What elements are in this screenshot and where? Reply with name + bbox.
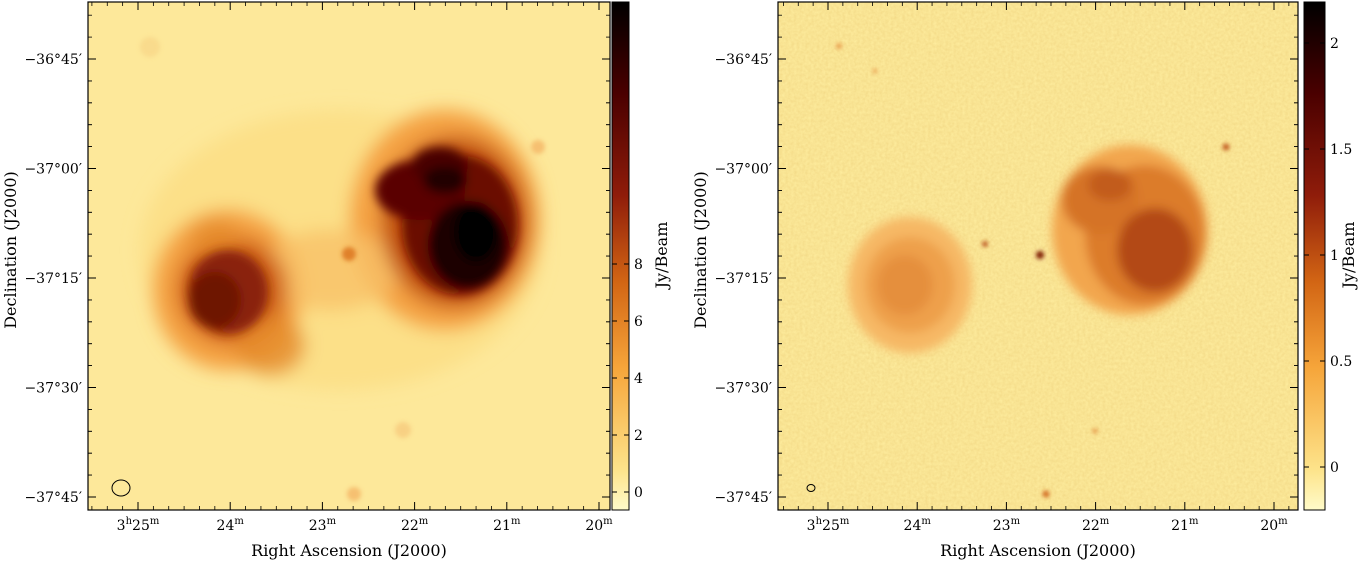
x-tick-label: 23m [309, 516, 337, 534]
x-tick-label: 3h25m [807, 516, 850, 534]
left-beam-ellipse [111, 479, 131, 497]
colorbar-tick-label: 8 [634, 257, 643, 273]
left-panel: 3h25m 24m 23m 22m 21m 20m −36°45′ −37°00′ −37°15… [1, 1, 671, 560]
right-emission-map [778, 2, 1298, 510]
colorbar-tick-label: 2 [634, 428, 643, 444]
x-tick-label: 22m [401, 516, 429, 534]
left-colorbar [611, 1, 630, 511]
x-tick-label: 20m [1260, 516, 1288, 534]
colorbar-tick-label: 1.5 [1330, 142, 1352, 158]
y-tick-label: −37°30′ [714, 381, 772, 397]
right-y-axis-label: Declination (J2000) [691, 171, 710, 329]
x-tick-label: 21m [1171, 516, 1199, 534]
right-panel: 3h25m 24m 23m 22m 21m 20m −36°45′ −37°00′ −37°15… [691, 1, 1358, 560]
y-tick-label: −37°15′ [714, 271, 772, 287]
x-tick-label: 24m [904, 516, 932, 534]
left-colorbar-ticks: 0 2 4 6 8 [612, 257, 643, 501]
y-tick-label: −37°00′ [714, 162, 772, 178]
x-tick-label: 22m [1082, 516, 1110, 534]
y-tick-label: −37°30′ [24, 381, 82, 397]
colorbar-tick-label: 4 [634, 371, 643, 387]
colorbar-tick-label: 0.5 [1330, 354, 1352, 370]
y-tick-label: −37°45′ [24, 490, 82, 506]
right-colorbar [1303, 1, 1326, 511]
x-tick-label: 23m [993, 516, 1021, 534]
left-axes: 3h25m 24m 23m 22m 21m 20m −36°45′ −37°00′ −37°15… [24, 2, 613, 534]
x-tick-label: 20m [585, 516, 613, 534]
right-axes: 3h25m 24m 23m 22m 21m 20m −36°45′ −37°00′ −37°15… [714, 2, 1298, 534]
colorbar-tick-label: 0 [634, 485, 643, 501]
colorbar-tick-label: 0 [1330, 460, 1339, 476]
right-beam-ellipse [806, 484, 816, 492]
right-colorbar-ticks: 0 0.5 1 1.5 2 [1304, 36, 1352, 476]
x-tick-label: 24m [217, 516, 245, 534]
left-emission-map [140, 37, 545, 501]
y-tick-label: −37°15′ [24, 271, 82, 287]
y-tick-label: −36°45′ [714, 52, 772, 68]
y-tick-label: −37°45′ [714, 490, 772, 506]
x-tick-label: 21m [493, 516, 521, 534]
x-tick-label: 3h25m [117, 516, 160, 534]
left-x-axis-label: Right Ascension (J2000) [251, 541, 447, 560]
colorbar-tick-label: 2 [1330, 36, 1339, 52]
colorbar-tick-label: 1 [1330, 248, 1339, 264]
left-colorbar-label: Jy/Beam [652, 222, 671, 291]
right-x-axis-label: Right Ascension (J2000) [940, 541, 1136, 560]
left-y-axis-label: Declination (J2000) [1, 171, 20, 329]
right-colorbar-label: Jy/Beam [1339, 222, 1358, 291]
y-tick-label: −37°00′ [24, 162, 82, 178]
colorbar-tick-label: 6 [634, 314, 643, 330]
y-tick-label: −36°45′ [24, 52, 82, 68]
